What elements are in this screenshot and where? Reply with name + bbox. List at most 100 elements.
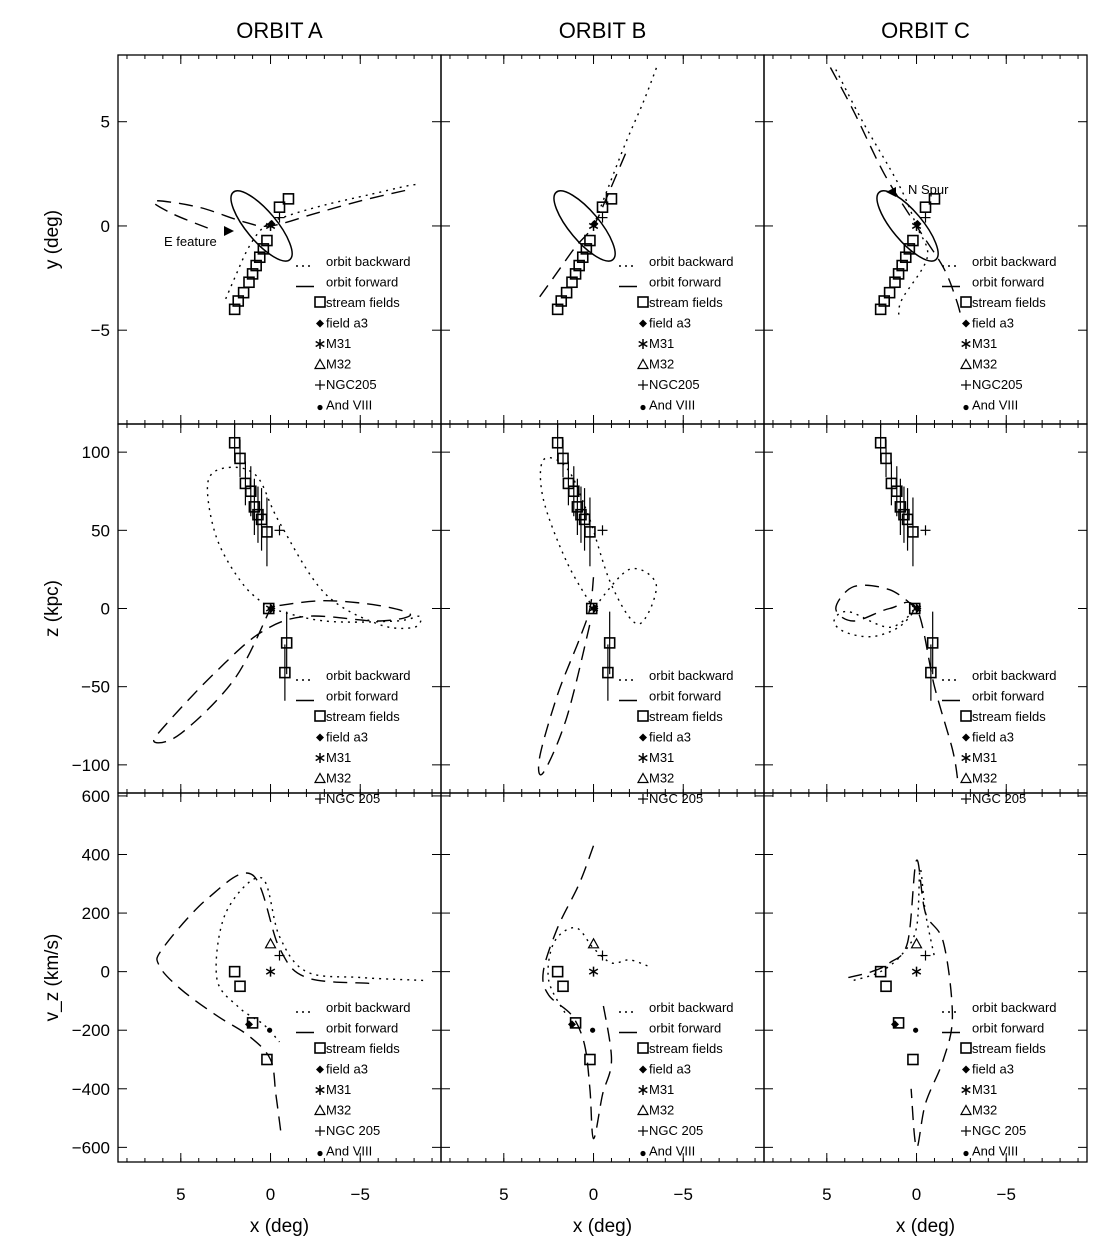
stream-field-marker	[273, 201, 286, 213]
legend-1-0-4-star	[315, 753, 325, 763]
x-tick-label: 0	[589, 1185, 598, 1204]
legend-0-0-3-diamond	[316, 319, 324, 328]
stream-field-marker	[907, 1053, 919, 1066]
legend-0-2-4-star	[961, 339, 971, 349]
stream-field-marker	[919, 201, 932, 213]
m31-marker	[911, 603, 922, 614]
stream-field-marker	[899, 251, 912, 264]
legend-2-0-4-label: M31	[326, 1082, 351, 1097]
panel-frame-0-1	[440, 54, 765, 425]
row-ylabel-1: z (kpc)	[42, 580, 63, 637]
legend-2-0-2-square	[314, 1042, 326, 1054]
legend-2-2-5-triangle	[959, 1104, 973, 1116]
legend-1-2-2-square	[960, 710, 972, 722]
legend-1-2-0-label: orbit backward	[972, 668, 1057, 683]
legend-0-2-4-label: M31	[972, 336, 997, 351]
andviii-marker	[913, 1027, 919, 1033]
annotation-n-spur-arrow	[886, 187, 896, 197]
legend-2-0-5-triangle	[313, 1104, 327, 1116]
legend-0-0-4-star	[315, 339, 325, 349]
legend-1-2-1-label: orbit forward	[972, 689, 1044, 704]
m31-marker	[911, 220, 922, 231]
legend-1-1-6-plus	[638, 794, 648, 804]
y-tick-label: 400	[82, 846, 110, 865]
x-tick-label: 5	[499, 1185, 508, 1204]
stream-field-marker	[903, 243, 916, 255]
legend-2-2-6-label: NGC 205	[972, 1123, 1026, 1138]
orbit-A-vz-backward	[215, 876, 424, 1043]
y-tick-label: −50	[81, 678, 110, 697]
legend-0-0-6-plus	[315, 380, 325, 390]
m31-marker	[265, 603, 276, 614]
y-tick-label: −400	[72, 1080, 110, 1099]
legend-0-1-7-label: And VIII	[649, 398, 695, 413]
legend-2-1-0-label: orbit backward	[649, 1000, 734, 1015]
legend-0-1-7-dot	[640, 404, 646, 411]
ngc205-marker	[920, 212, 931, 223]
legend-1-0-4-label: M31	[326, 750, 351, 765]
stream-field-marker	[880, 452, 892, 465]
stream-field-marker	[551, 303, 564, 316]
stream-field-marker	[246, 268, 259, 280]
m32-marker	[587, 937, 600, 949]
stream-field-marker	[907, 526, 919, 538]
y-tick-label: −600	[72, 1138, 110, 1157]
x-tick-label: −5	[997, 1185, 1016, 1204]
legend-2-2-3-diamond	[962, 1065, 970, 1074]
panel-frame-2-2	[763, 792, 1088, 1163]
m31-marker	[265, 966, 276, 977]
stream-field-marker	[261, 1053, 273, 1066]
stream-field-marker	[557, 980, 569, 993]
legend-1-2-6-label: NGC 205	[972, 791, 1026, 806]
field-a3-marker	[244, 1020, 253, 1029]
legend-0-2-0-label: orbit backward	[972, 254, 1057, 269]
legend-0-0-7-dot	[317, 404, 323, 411]
stream-field-marker	[228, 965, 241, 978]
stream-field-marker	[874, 303, 887, 316]
legend-1-1-2-square	[637, 710, 649, 722]
row-ylabel-0: y (deg)	[42, 210, 63, 269]
m31-marker	[588, 220, 599, 231]
stream-field-marker	[569, 268, 582, 280]
orbit-C-vz-backward	[853, 868, 936, 982]
x-axis-label-2: x (deg)	[896, 1216, 955, 1237]
stream-field-marker	[907, 234, 919, 247]
stream-field-marker	[280, 637, 293, 649]
legend-2-2-2-label: stream fields	[972, 1041, 1046, 1056]
orbit-A-z-forward	[153, 599, 412, 744]
legend-0-1-6-plus	[638, 380, 648, 390]
x-tick-label: 0	[266, 1185, 275, 1204]
legend-1-2-3-label: field a3	[972, 730, 1014, 745]
stream-field-marker	[596, 201, 609, 213]
legend-2-0-0-label: orbit backward	[326, 1000, 411, 1015]
stream-field-marker	[894, 501, 907, 513]
stream-field-marker	[248, 501, 261, 513]
column-title-1: ORBIT B	[559, 18, 647, 43]
stream-field-marker	[603, 637, 616, 649]
legend-1-0-3-label: field a3	[326, 730, 368, 745]
x-tick-label: −5	[674, 1185, 693, 1204]
stream-field-marker	[250, 259, 262, 272]
y-tick-label: −200	[72, 1021, 110, 1040]
legend-2-1-5-label: M32	[649, 1103, 674, 1118]
legend-2-2-2-square	[960, 1042, 972, 1054]
legend-2-0-6-plus	[315, 1126, 325, 1136]
legend-0-1-6-label: NGC205	[649, 377, 700, 392]
legend-2-0-7-label: And VIII	[326, 1144, 372, 1159]
x-axis-label-1: x (deg)	[573, 1216, 632, 1237]
stream-field-marker	[576, 251, 589, 264]
legend-2-2-6-plus	[961, 1126, 971, 1136]
stream-field-marker	[573, 259, 585, 272]
orbit-B-z-forward	[537, 577, 595, 776]
legend-2-2-7-label: And VIII	[972, 1144, 1018, 1159]
legend-1-2-4-star	[961, 753, 971, 763]
legend-0-1-5-triangle	[636, 358, 650, 370]
legend-1-1-5-label: M32	[649, 771, 674, 786]
stream-field-marker	[253, 251, 266, 264]
legend-1-0-5-triangle	[313, 772, 327, 784]
m32-marker	[910, 937, 923, 949]
legend-0-0-6-label: NGC205	[326, 377, 377, 392]
ngc205-marker	[920, 525, 931, 536]
y-tick-label: −5	[91, 321, 110, 340]
legend-2-1-3-label: field a3	[649, 1062, 691, 1077]
